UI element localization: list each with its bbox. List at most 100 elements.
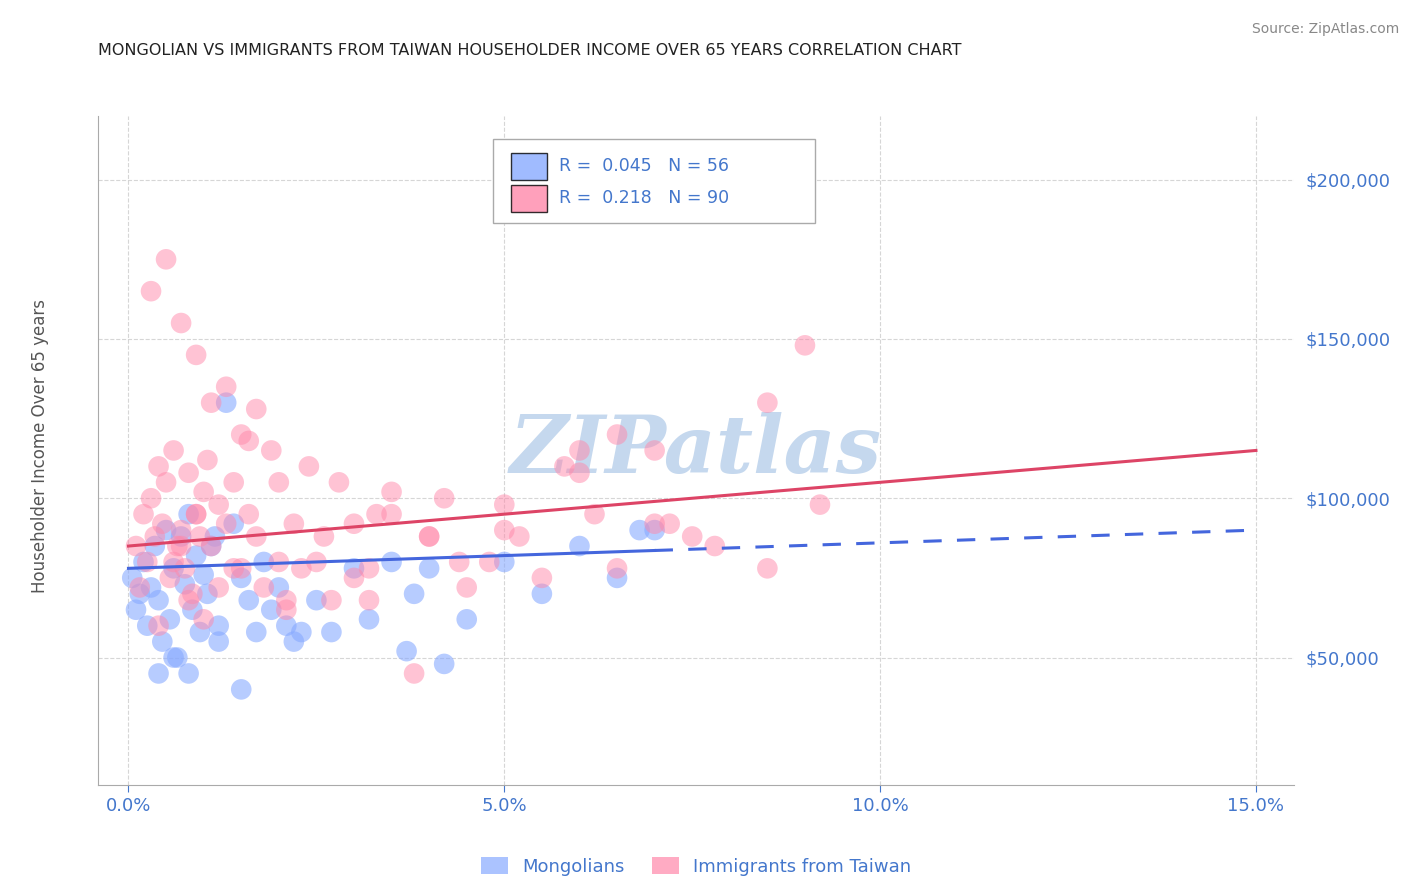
Point: [312, 529, 335, 543]
Point: [494, 523, 516, 537]
Point: [170, 539, 193, 553]
Point: [321, 625, 343, 640]
Point: [583, 507, 606, 521]
Point: [478, 555, 501, 569]
Point: [222, 516, 245, 531]
Point: [343, 571, 366, 585]
Point: [215, 380, 238, 394]
Point: [343, 516, 366, 531]
Point: [456, 612, 478, 626]
Point: [494, 498, 516, 512]
Point: [200, 539, 222, 553]
Point: [404, 666, 426, 681]
Point: [181, 587, 204, 601]
Point: [208, 634, 231, 648]
Point: [404, 587, 426, 601]
Point: [260, 443, 283, 458]
Point: [132, 555, 155, 569]
Point: [305, 593, 328, 607]
Point: [644, 443, 666, 458]
Point: [139, 284, 162, 298]
Point: [418, 529, 440, 543]
Text: MONGOLIAN VS IMMIGRANTS FROM TAIWAN HOUSEHOLDER INCOME OVER 65 YEARS CORRELATION: MONGOLIAN VS IMMIGRANTS FROM TAIWAN HOUS…: [98, 43, 962, 58]
Point: [204, 529, 226, 543]
Point: [128, 581, 150, 595]
Point: [143, 529, 166, 543]
Point: [166, 539, 188, 553]
Point: [380, 507, 402, 521]
Point: [222, 561, 245, 575]
Point: [357, 561, 380, 575]
Point: [245, 402, 267, 417]
Point: [508, 529, 530, 543]
Point: [155, 475, 177, 490]
Point: [568, 466, 591, 480]
Point: [197, 453, 219, 467]
Point: [418, 561, 440, 575]
Point: [298, 459, 321, 474]
Point: [606, 571, 628, 585]
Point: [143, 539, 166, 553]
Point: [231, 561, 253, 575]
Point: [343, 561, 366, 575]
Point: [380, 555, 402, 569]
Point: [357, 593, 380, 607]
Point: [231, 682, 253, 697]
Point: [215, 516, 238, 531]
Point: [184, 549, 207, 563]
Point: [328, 475, 350, 490]
Point: [433, 491, 456, 506]
Point: [148, 593, 170, 607]
FancyBboxPatch shape: [510, 153, 547, 179]
Point: [136, 555, 159, 569]
Point: [703, 539, 725, 553]
Point: [260, 603, 283, 617]
Point: [245, 625, 267, 640]
Point: [494, 555, 516, 569]
Point: [188, 529, 211, 543]
Point: [193, 567, 215, 582]
Point: [305, 555, 328, 569]
Point: [208, 581, 231, 595]
Point: [395, 644, 418, 658]
FancyBboxPatch shape: [510, 185, 547, 211]
Point: [148, 459, 170, 474]
Point: [197, 587, 219, 601]
Point: [321, 593, 343, 607]
Point: [136, 618, 159, 632]
FancyBboxPatch shape: [494, 139, 815, 223]
Point: [756, 561, 779, 575]
Point: [283, 516, 305, 531]
Point: [121, 571, 143, 585]
Point: [606, 427, 628, 442]
Point: [173, 577, 195, 591]
Point: [128, 587, 150, 601]
Point: [456, 581, 478, 595]
Point: [159, 612, 181, 626]
Point: [283, 634, 305, 648]
Point: [177, 666, 200, 681]
Point: [170, 523, 193, 537]
Text: Householder Income Over 65 years: Householder Income Over 65 years: [31, 299, 49, 593]
Point: [184, 507, 207, 521]
Point: [418, 529, 440, 543]
Point: [200, 395, 222, 409]
Point: [276, 618, 298, 632]
Point: [231, 571, 253, 585]
Point: [150, 516, 173, 531]
Point: [125, 539, 148, 553]
Point: [177, 593, 200, 607]
Point: [125, 603, 148, 617]
Point: [150, 634, 173, 648]
Text: Source: ZipAtlas.com: Source: ZipAtlas.com: [1251, 22, 1399, 37]
Point: [200, 539, 222, 553]
Point: [162, 555, 184, 569]
Point: [193, 612, 215, 626]
Point: [162, 561, 184, 575]
Point: [139, 491, 162, 506]
Point: [267, 555, 290, 569]
Point: [681, 529, 703, 543]
Point: [290, 625, 312, 640]
Point: [253, 555, 276, 569]
Point: [222, 475, 245, 490]
